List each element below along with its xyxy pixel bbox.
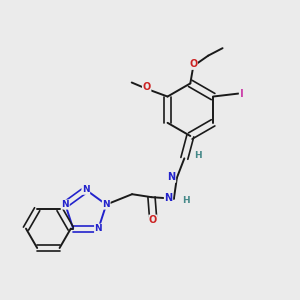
Text: O: O [149, 215, 157, 225]
Text: N: N [94, 224, 102, 233]
Text: H: H [182, 196, 190, 205]
Text: N: N [167, 172, 175, 182]
Text: N: N [164, 193, 172, 203]
Text: I: I [239, 88, 243, 99]
Text: N: N [82, 185, 90, 194]
Text: O: O [189, 59, 197, 69]
Text: N: N [61, 200, 69, 209]
Text: H: H [194, 152, 202, 160]
Text: O: O [142, 82, 151, 92]
Text: N: N [102, 200, 110, 209]
